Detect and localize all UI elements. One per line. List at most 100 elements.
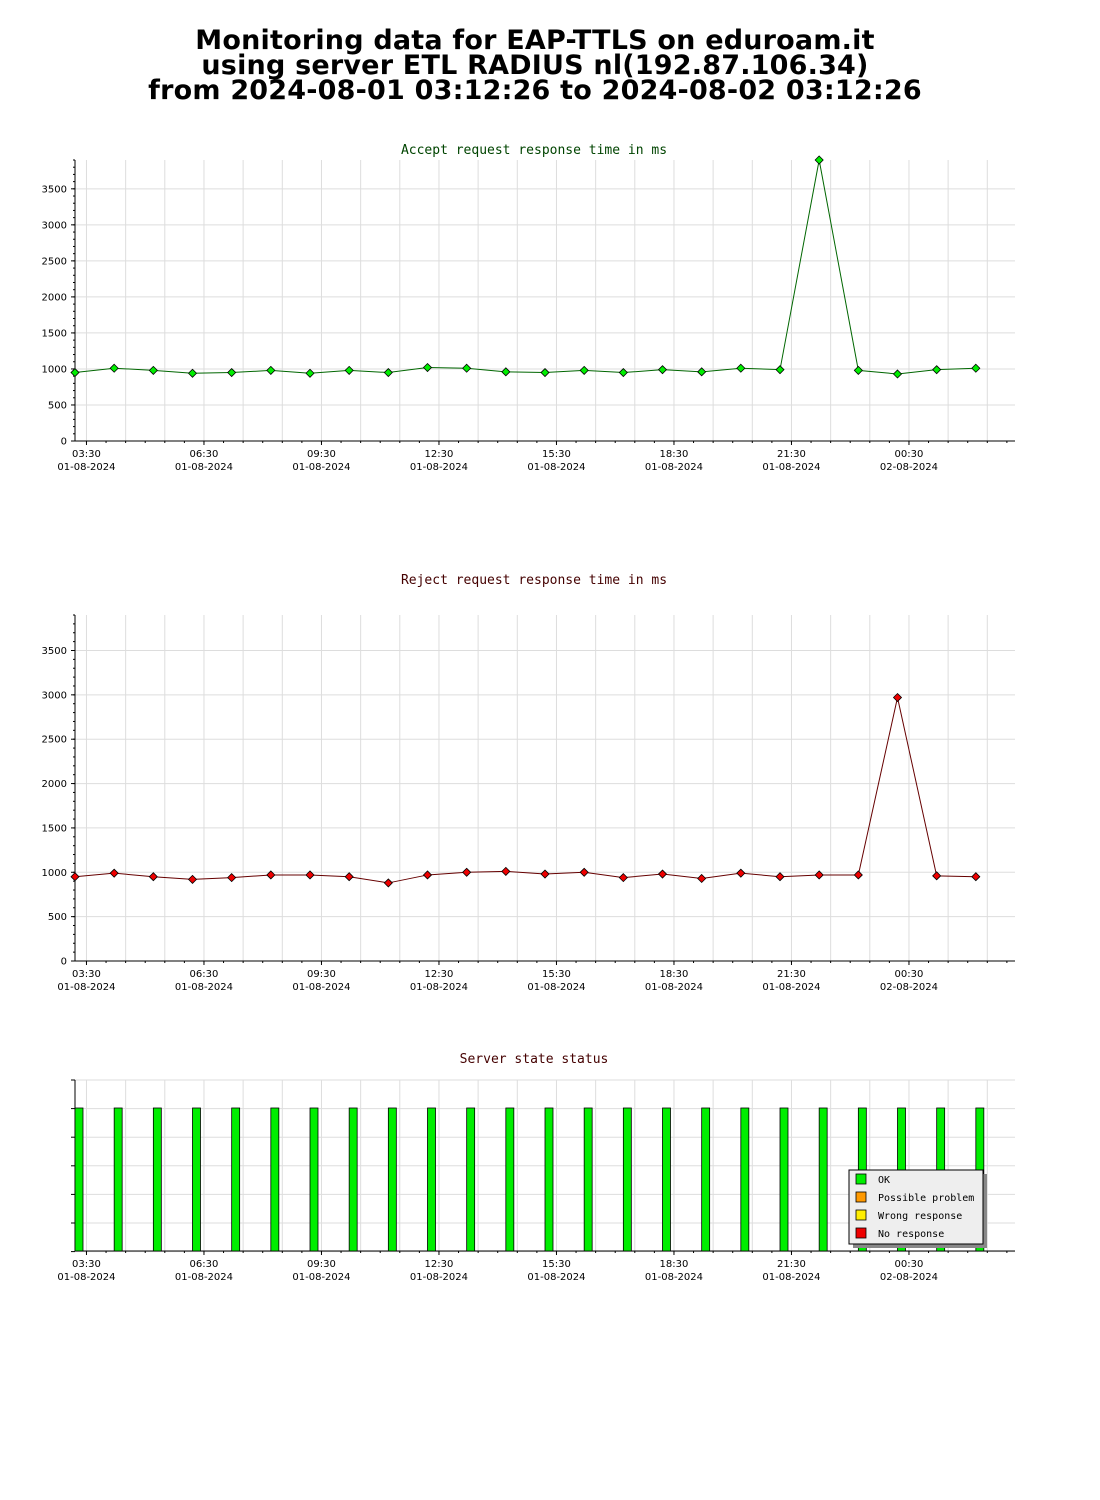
x-tick-time-label: 21:30 <box>777 969 806 980</box>
chart-status: Server state status 03:30 01-08-2024 06:30 0… <box>57 1052 1015 1283</box>
status-bar <box>427 1107 436 1252</box>
x-tick-date-label: 01-08-2024 <box>410 462 468 473</box>
x-tick-time-label: 03:30 <box>72 449 101 460</box>
data-point <box>657 869 668 879</box>
heading-line-2: using server ETL RADIUS nl(192.87.106.34… <box>201 50 869 81</box>
x-tick-date-label: 01-08-2024 <box>762 462 820 473</box>
status-bar <box>192 1107 201 1252</box>
legend-swatch <box>855 1191 867 1203</box>
x-tick-time-label: 21:30 <box>777 1259 806 1270</box>
x-tick-date-label: 01-08-2024 <box>57 462 115 473</box>
data-point <box>109 363 119 373</box>
x-tick-date-label: 01-08-2024 <box>175 462 233 473</box>
y-tick-label: 2500 <box>42 256 67 267</box>
status-bar <box>779 1107 789 1252</box>
data-point <box>148 365 158 375</box>
x-tick-time-label: 09:30 <box>307 1259 336 1270</box>
data-point <box>422 870 433 880</box>
legend-swatch <box>855 1209 867 1221</box>
legend-label: OK <box>878 1175 890 1186</box>
status-bar <box>152 1107 162 1252</box>
x-tick-date-label: 01-08-2024 <box>645 462 703 473</box>
y-tick-label: 500 <box>48 912 67 923</box>
data-point <box>892 692 903 703</box>
x-tick-time-label: 18:30 <box>660 969 689 980</box>
data-point <box>266 365 276 375</box>
x-tick-time-label: 06:30 <box>190 1259 219 1270</box>
x-tick-date-label: 01-08-2024 <box>410 1272 468 1283</box>
data-point <box>187 874 198 884</box>
y-tick-label: 1000 <box>42 868 67 879</box>
data-point <box>579 867 589 877</box>
x-tick-time-label: 12:30 <box>425 969 454 980</box>
status-bar <box>309 1107 319 1252</box>
y-tick-label: 1500 <box>42 328 67 339</box>
x-tick-date-label: 01-08-2024 <box>292 982 350 993</box>
y-tick-label: 2000 <box>42 292 67 303</box>
x-tick-time-label: 03:30 <box>72 969 101 980</box>
data-point <box>932 871 942 881</box>
y-tick-label: 500 <box>48 400 67 411</box>
x-tick-time-label: 18:30 <box>660 449 689 460</box>
status-bar <box>818 1107 828 1252</box>
data-point <box>344 365 354 375</box>
x-tick-time-label: 06:30 <box>190 449 219 460</box>
data-point <box>383 367 393 378</box>
data-point <box>422 362 433 373</box>
status-bar <box>74 1107 84 1252</box>
status-bar <box>544 1107 554 1252</box>
status-bar <box>662 1107 671 1252</box>
status-bar <box>231 1107 241 1252</box>
chart-title: Server state status <box>460 1052 609 1067</box>
status-bar <box>583 1107 593 1252</box>
data-point <box>853 365 863 375</box>
data-point <box>814 155 824 165</box>
data-point <box>579 365 589 375</box>
y-tick-label: 3000 <box>42 220 67 231</box>
status-bar <box>622 1107 632 1252</box>
x-tick-date-label: 01-08-2024 <box>645 982 703 993</box>
x-tick-time-label: 00:30 <box>895 449 924 460</box>
series-line <box>74 697 976 884</box>
legend-swatch <box>855 1227 867 1239</box>
x-tick-time-label: 09:30 <box>307 969 336 980</box>
data-point <box>70 872 80 882</box>
status-bar <box>113 1107 123 1252</box>
y-tick-label: 0 <box>61 437 67 448</box>
x-tick-date-label: 01-08-2024 <box>527 982 585 993</box>
x-tick-date-label: 02-08-2024 <box>880 982 938 993</box>
x-tick-date-label: 01-08-2024 <box>57 982 115 993</box>
x-tick-time-label: 03:30 <box>72 1259 101 1270</box>
y-tick-label: 1500 <box>42 823 67 834</box>
x-tick-time-label: 15:30 <box>542 969 571 980</box>
data-point <box>462 867 472 877</box>
data-point <box>697 873 707 884</box>
y-tick-label: 2000 <box>42 779 67 790</box>
data-point <box>853 870 863 880</box>
data-point <box>775 365 785 375</box>
data-point <box>697 367 707 377</box>
x-tick-time-label: 15:30 <box>542 449 571 460</box>
data-point <box>932 365 942 375</box>
heading-line-3: from 2024-08-01 03:12:26 to 2024-08-02 0… <box>148 75 922 106</box>
data-point <box>892 369 903 379</box>
legend-box <box>848 1169 984 1245</box>
status-bar <box>387 1107 397 1252</box>
y-tick-label: 3000 <box>42 690 67 701</box>
y-tick-label: 2500 <box>42 735 67 746</box>
chart-accept: Accept request response time in ms 0 500 10… <box>42 143 1015 473</box>
data-point <box>657 365 668 375</box>
status-bar <box>466 1107 476 1252</box>
x-tick-date-label: 01-08-2024 <box>527 462 585 473</box>
x-tick-date-label: 01-08-2024 <box>762 982 820 993</box>
data-point <box>148 872 158 882</box>
data-point <box>971 363 981 373</box>
x-tick-date-label: 01-08-2024 <box>292 1272 350 1283</box>
data-point <box>814 870 824 880</box>
status-bar <box>505 1107 515 1252</box>
data-point <box>462 363 472 373</box>
chart-title: Accept request response time in ms <box>401 143 667 158</box>
y-tick-label: 1000 <box>42 364 67 375</box>
legend-swatch <box>855 1173 867 1185</box>
